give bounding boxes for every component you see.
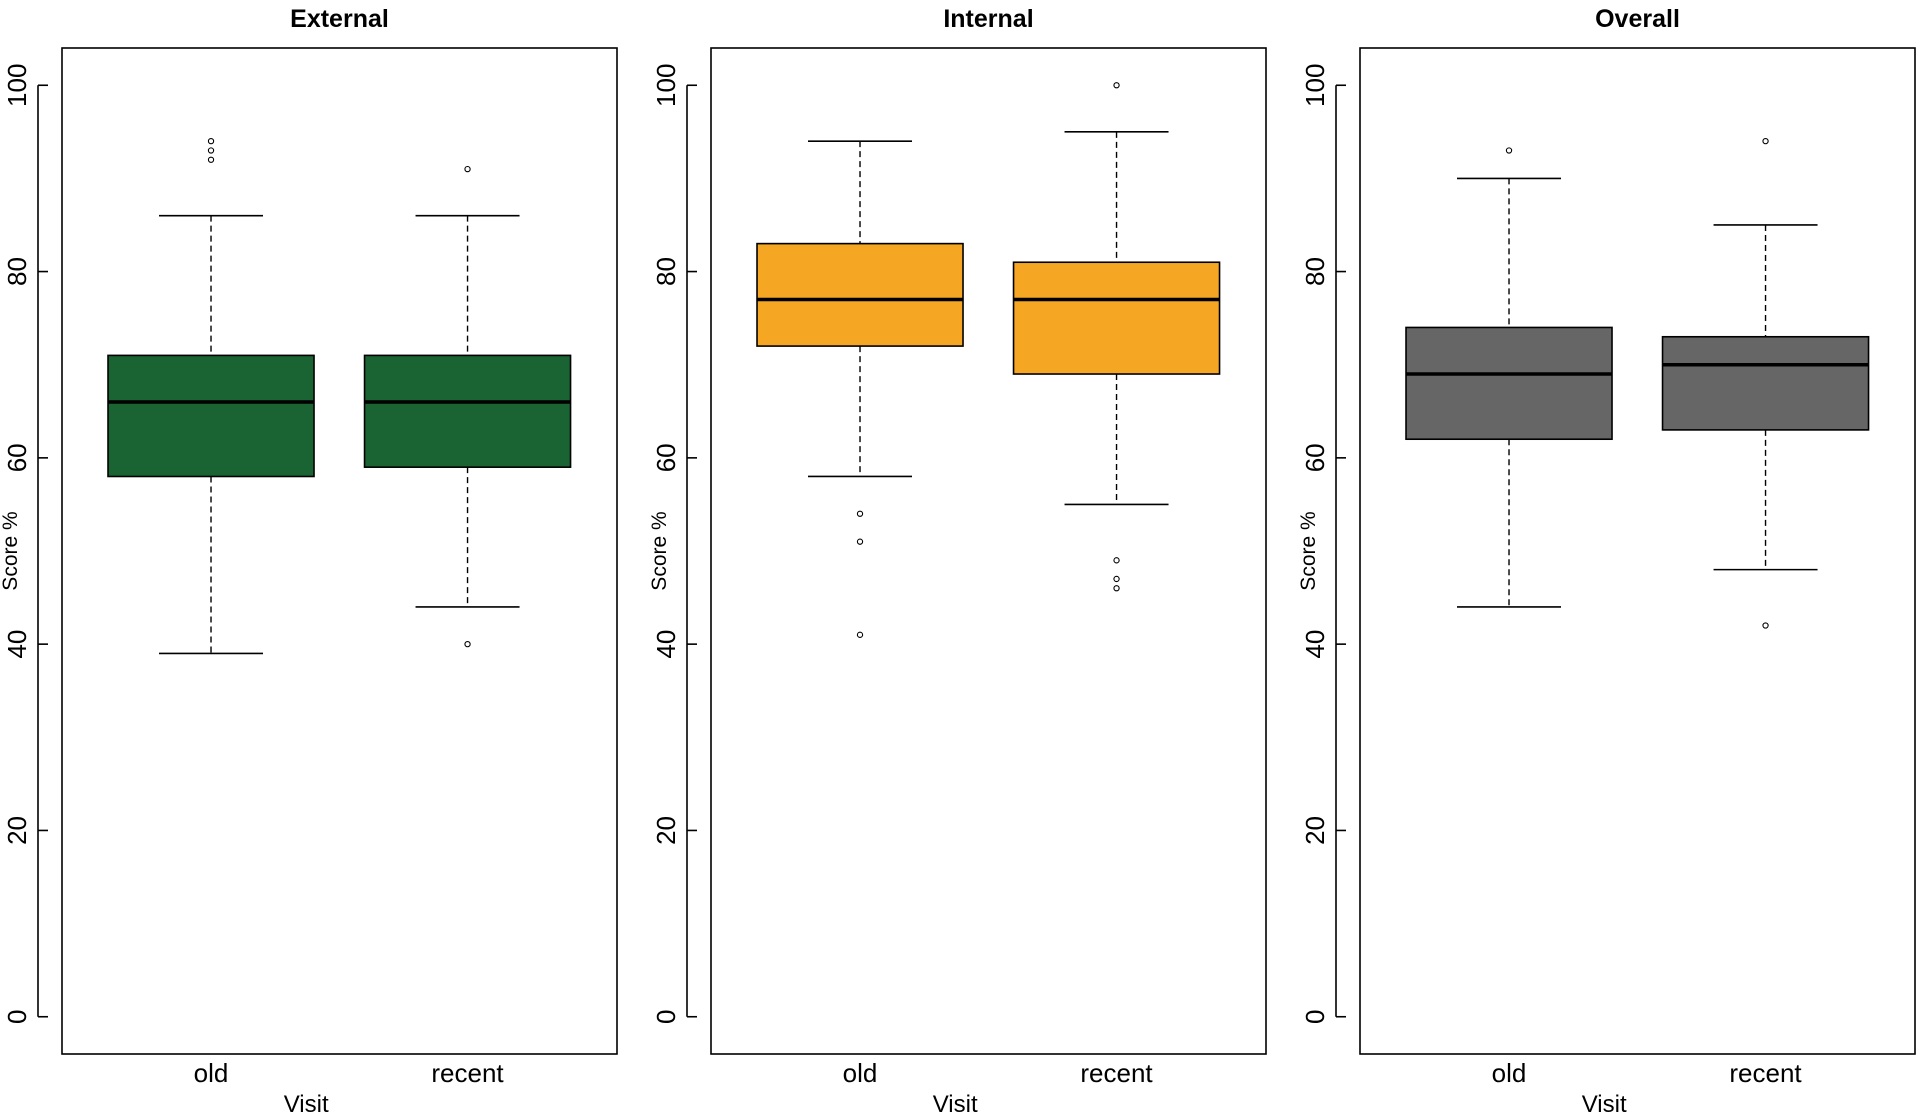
x-axis-title: Visit xyxy=(933,1091,978,1118)
iqr-box xyxy=(363,354,572,468)
x-tick-label: old xyxy=(194,1058,229,1088)
y-tick-label: 80 xyxy=(2,257,32,286)
outlier-point xyxy=(856,538,864,545)
y-axis-title: Score % xyxy=(0,511,22,590)
y-tick-label: 20 xyxy=(2,816,32,845)
outlier-point xyxy=(1113,585,1120,592)
panel-overall: Overall 0 20 40 60 80 100 Score % old recent Visit xyxy=(1297,5,1916,1118)
iqr-box xyxy=(1012,261,1221,375)
outlier-point xyxy=(1762,137,1769,145)
x-tick-label: old xyxy=(1492,1058,1527,1088)
outlier-point xyxy=(856,510,864,517)
x-tick-label: recent xyxy=(431,1058,504,1088)
x-axis-title: Visit xyxy=(1582,1091,1627,1118)
y-tick-label: 80 xyxy=(1300,257,1330,286)
outlier-point xyxy=(207,137,215,145)
outlier-point xyxy=(1762,622,1769,629)
box-old xyxy=(107,137,315,655)
panel-title: Internal xyxy=(943,5,1033,33)
plot-frame xyxy=(1359,47,1916,1055)
outlier-point xyxy=(207,156,215,163)
y-tick-label: 100 xyxy=(1300,64,1330,107)
y-tick-label: 60 xyxy=(651,443,681,472)
y-tick-label: 60 xyxy=(1300,443,1330,472)
outlier-point xyxy=(856,631,864,638)
plot-frame xyxy=(710,47,1267,1055)
x-axis-title: Visit xyxy=(284,1091,329,1118)
panel-internal: Internal 0 20 40 60 80 100 Score % old recent Visi… xyxy=(648,5,1267,1118)
y-tick-label: 0 xyxy=(1300,1010,1330,1024)
panel-external: External 0 20 40 60 80 100 Score % old recent Visi… xyxy=(0,5,618,1118)
y-axis-title: Score % xyxy=(1297,511,1320,590)
plot-frame xyxy=(61,47,618,1055)
x-tick-label: recent xyxy=(1729,1058,1802,1088)
y-tick-label: 80 xyxy=(651,257,681,286)
box-recent xyxy=(1661,137,1870,629)
outlier-point xyxy=(464,165,471,173)
box-old xyxy=(756,140,964,638)
y-tick-label: 60 xyxy=(2,443,32,472)
y-tick-label: 0 xyxy=(2,1010,32,1024)
x-tick-label: recent xyxy=(1080,1058,1153,1088)
panel-title: Overall xyxy=(1595,5,1680,33)
box-recent xyxy=(363,165,572,648)
outlier-point xyxy=(464,640,471,648)
y-axis-title: Score % xyxy=(648,511,671,590)
outlier-point xyxy=(1113,575,1120,583)
iqr-box xyxy=(756,242,964,347)
box-old xyxy=(1405,147,1613,608)
y-tick-label: 20 xyxy=(1300,816,1330,845)
box-recent xyxy=(1012,82,1221,592)
y-tick-label: 20 xyxy=(651,816,681,845)
x-tick-label: old xyxy=(843,1058,878,1088)
iqr-box xyxy=(107,354,315,478)
iqr-box xyxy=(1661,335,1870,431)
outlier-point xyxy=(1113,557,1120,564)
y-tick-label: 100 xyxy=(2,64,32,107)
outlier-point xyxy=(1113,82,1120,89)
outlier-point xyxy=(1505,147,1513,154)
y-tick-label: 100 xyxy=(651,64,681,107)
outlier-point xyxy=(207,147,215,154)
y-tick-label: 0 xyxy=(651,1010,681,1024)
iqr-box xyxy=(1405,326,1613,441)
y-tick-label: 40 xyxy=(651,630,681,659)
panel-title: External xyxy=(290,5,389,33)
y-tick-label: 40 xyxy=(1300,630,1330,659)
y-tick-label: 40 xyxy=(2,630,32,659)
